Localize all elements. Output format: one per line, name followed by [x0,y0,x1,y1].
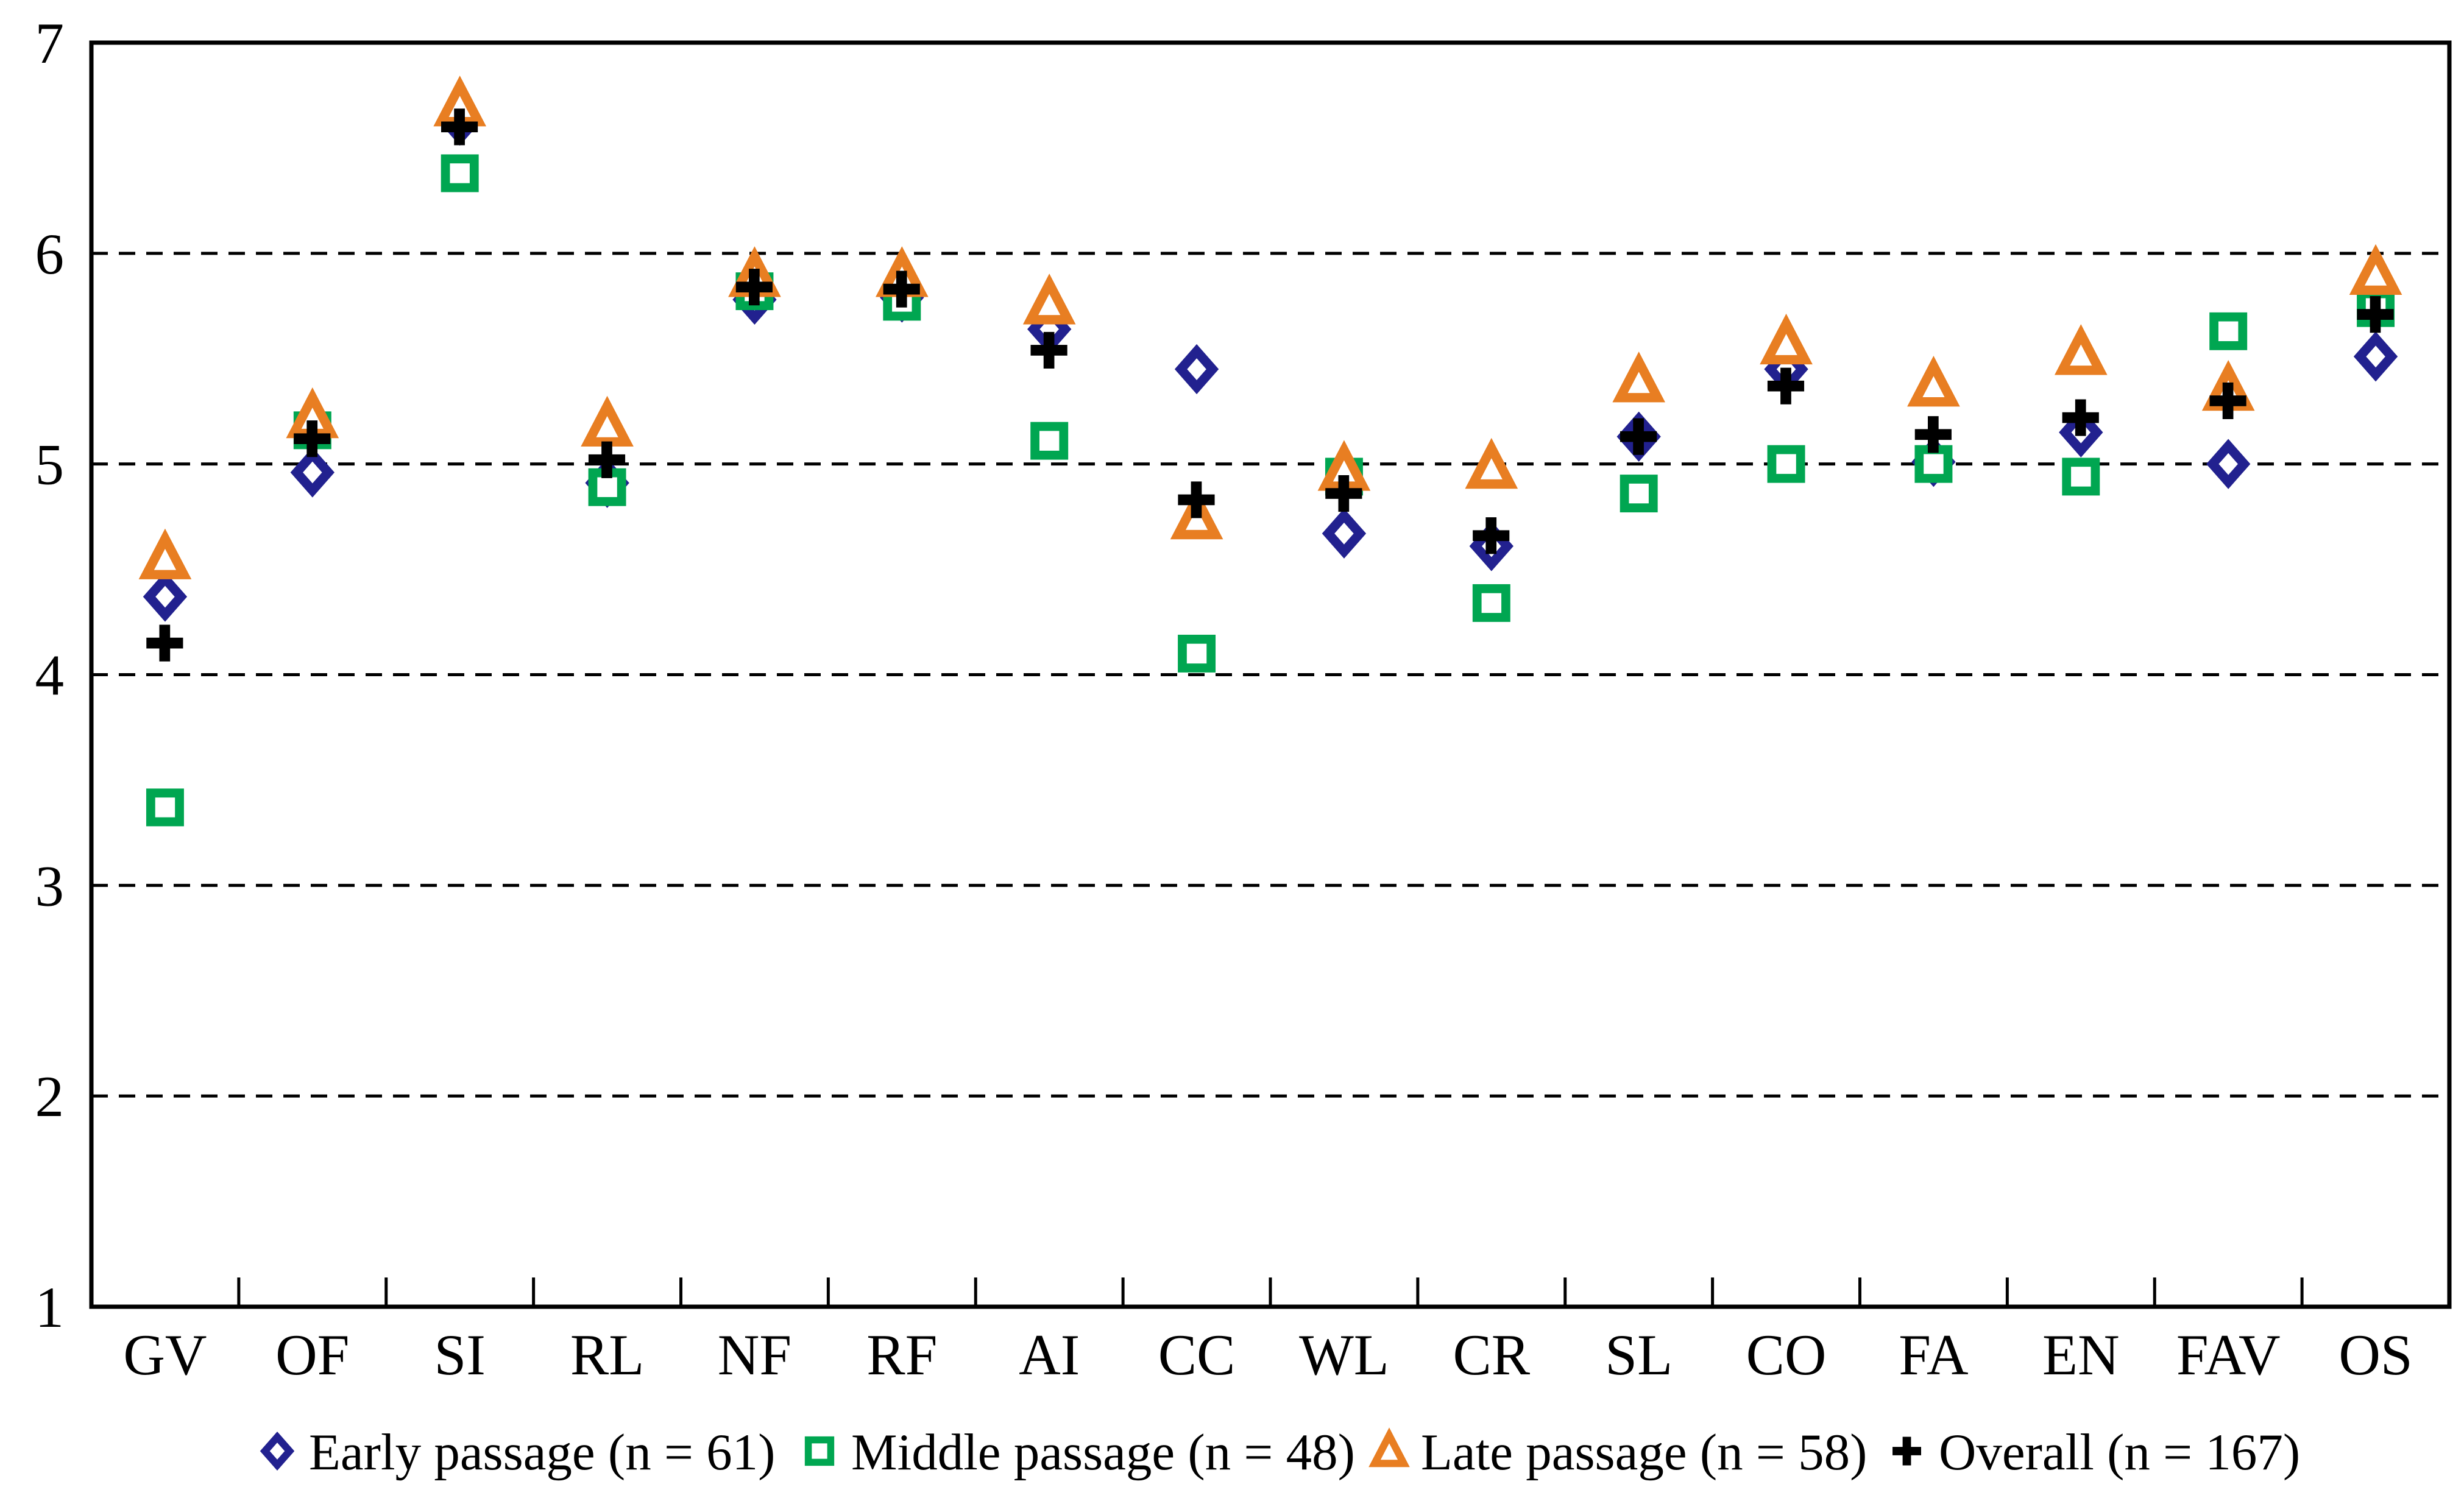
legend-label-2: Late passage (n = 58) [1421,1424,1867,1481]
legend-marker-plus [1892,1436,1922,1466]
x-category-label-CR: CR [1453,1323,1530,1387]
x-category-label-SL: SL [1605,1323,1673,1387]
x-category-label-EN: EN [2042,1323,2120,1387]
marker-plus-WL [1325,475,1362,512]
marker-square-CO [1767,445,1805,483]
x-category-label-NF: NF [718,1323,791,1387]
marker-triangle-RL [581,395,634,447]
marker-plus-CR [1473,517,1510,554]
marker-plus-OF [294,420,331,458]
marker-triangle-EN [2054,324,2108,375]
legend-marker-square [804,1436,835,1466]
marker-diamond-WL [1322,508,1367,559]
marker-plus-AI [1030,331,1067,369]
legend-marker-diamond [260,1431,295,1471]
marker-square-EN [2062,458,2100,496]
y-tick-label-4: 4 [35,643,65,708]
marker-triangle-SL [1612,352,1666,403]
marker-square-GV [146,788,184,827]
marker-plus-OS [2357,296,2394,333]
marker-diamond-FAV [2206,439,2251,489]
x-category-label-AI: AI [1019,1323,1080,1387]
x-category-label-RL: RL [570,1323,644,1387]
marker-square-FAV [2209,312,2248,350]
y-tick-label-1: 1 [35,1275,65,1340]
marker-diamond-GV [143,571,188,622]
marker-plus-FAV [2209,382,2246,420]
marker-square-CR [1472,584,1510,622]
y-tick-label-2: 2 [35,1064,65,1129]
marker-triangle-CO [1760,313,1813,365]
y-tick-label-5: 5 [35,433,65,497]
legend-label-1: Middle passage (n = 48) [851,1424,1355,1481]
marker-triangle-GV [138,528,192,579]
marker-plus-CC [1178,481,1215,518]
marker-plus-NF [735,269,773,306]
marker-diamond-OF [290,447,335,498]
x-category-label-RF: RF [866,1323,937,1387]
marker-plus-RF [883,270,920,308]
x-category-label-CO: CO [1746,1323,1827,1387]
plot-border [89,40,2452,1309]
y-tick-label-7: 7 [35,11,65,76]
marker-plus-CO [1767,367,1805,405]
marker-diamond-OS [2353,331,2398,382]
x-category-label-FAV: FAV [2176,1323,2281,1387]
x-category-label-SI: SI [434,1323,485,1387]
marker-square-SL [1620,475,1658,513]
marker-triangle-FA [1907,356,1960,407]
x-category-label-FA: FA [1899,1323,1968,1387]
marker-triangle-CR [1465,437,1518,489]
marker-square-FA [1914,445,1953,483]
marker-plus-GV [146,624,183,662]
marker-plus-SI [441,108,478,146]
marker-plus-RL [588,441,626,478]
y-tick-label-3: 3 [35,853,65,918]
legend-label-0: Early passage (n = 61) [309,1424,775,1481]
marker-plus-EN [2062,399,2099,436]
y-tick-label-6: 6 [35,222,65,286]
legend-label-3: Overall (n = 167) [1939,1424,2300,1481]
marker-diamond-CC [1174,344,1219,395]
marker-plus-SL [1620,418,1657,455]
marker-triangle-AI [1022,274,1076,325]
legend-marker-triangle [1368,1427,1410,1468]
x-category-label-CC: CC [1158,1323,1236,1387]
marker-square-SI [441,154,479,193]
marker-plus-FA [1914,416,1952,453]
x-category-label-OS: OS [2338,1323,2412,1387]
marker-square-AI [1030,422,1069,460]
marker-square-CC [1178,634,1216,673]
marker-triangle-OS [2349,244,2402,295]
x-category-label-WL: WL [1299,1323,1389,1387]
x-category-label-GV: GV [123,1323,207,1387]
x-category-label-OF: OF [275,1323,349,1387]
